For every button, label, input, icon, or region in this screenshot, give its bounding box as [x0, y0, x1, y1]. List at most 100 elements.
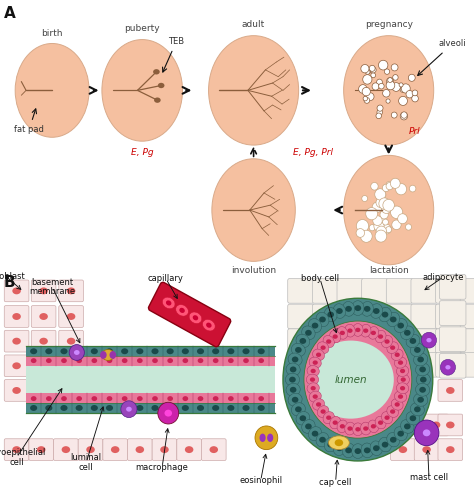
Ellipse shape [12, 287, 21, 294]
Ellipse shape [352, 301, 364, 316]
Ellipse shape [61, 396, 67, 401]
Text: capillary: capillary [148, 274, 184, 283]
Circle shape [392, 220, 401, 230]
Ellipse shape [91, 348, 98, 354]
Ellipse shape [387, 342, 399, 353]
Ellipse shape [182, 348, 189, 354]
Circle shape [388, 77, 392, 82]
FancyBboxPatch shape [438, 380, 463, 401]
Ellipse shape [390, 409, 395, 414]
Circle shape [371, 73, 375, 78]
FancyBboxPatch shape [312, 279, 339, 303]
Ellipse shape [137, 396, 143, 401]
Circle shape [381, 203, 392, 213]
Circle shape [386, 81, 395, 90]
Circle shape [376, 197, 386, 208]
Ellipse shape [328, 436, 349, 450]
FancyBboxPatch shape [59, 380, 83, 401]
Circle shape [373, 216, 382, 225]
Circle shape [412, 90, 418, 96]
Ellipse shape [166, 348, 173, 354]
Ellipse shape [31, 396, 36, 401]
Ellipse shape [304, 321, 412, 438]
Ellipse shape [414, 347, 421, 353]
Ellipse shape [12, 338, 21, 345]
FancyBboxPatch shape [337, 352, 364, 377]
Ellipse shape [285, 373, 300, 386]
Ellipse shape [12, 313, 21, 320]
Ellipse shape [137, 348, 143, 354]
Ellipse shape [91, 358, 97, 363]
Circle shape [376, 217, 385, 226]
Text: involution: involution [231, 266, 276, 275]
Ellipse shape [417, 356, 424, 362]
FancyBboxPatch shape [54, 439, 78, 460]
FancyBboxPatch shape [31, 306, 56, 327]
Ellipse shape [202, 319, 215, 331]
FancyBboxPatch shape [411, 304, 438, 329]
Ellipse shape [61, 348, 68, 354]
Circle shape [421, 332, 437, 348]
Text: fibroblast: fibroblast [0, 272, 26, 281]
FancyBboxPatch shape [31, 280, 56, 302]
Ellipse shape [136, 446, 144, 453]
Text: TEB: TEB [163, 37, 184, 72]
Ellipse shape [446, 422, 455, 428]
Ellipse shape [228, 396, 234, 401]
Ellipse shape [62, 446, 70, 453]
Ellipse shape [361, 324, 371, 337]
FancyBboxPatch shape [436, 304, 462, 329]
Circle shape [366, 93, 374, 101]
Ellipse shape [164, 410, 172, 417]
Ellipse shape [290, 387, 296, 393]
Ellipse shape [182, 396, 188, 401]
Ellipse shape [258, 396, 264, 401]
Ellipse shape [75, 348, 83, 354]
Circle shape [364, 98, 370, 104]
FancyBboxPatch shape [362, 329, 388, 353]
Ellipse shape [292, 356, 299, 362]
Ellipse shape [384, 339, 390, 344]
Circle shape [392, 83, 401, 91]
Ellipse shape [197, 405, 204, 411]
Ellipse shape [344, 155, 434, 265]
Text: birth: birth [41, 29, 63, 38]
Circle shape [372, 83, 379, 90]
Ellipse shape [371, 331, 376, 335]
Ellipse shape [347, 426, 353, 431]
Ellipse shape [107, 358, 112, 363]
Ellipse shape [364, 306, 371, 312]
Ellipse shape [330, 417, 341, 429]
Circle shape [386, 99, 390, 103]
Circle shape [377, 79, 383, 85]
Ellipse shape [166, 300, 172, 306]
Ellipse shape [167, 396, 173, 401]
Ellipse shape [193, 315, 198, 320]
FancyBboxPatch shape [438, 414, 463, 436]
FancyBboxPatch shape [59, 280, 83, 302]
Ellipse shape [379, 437, 392, 452]
Ellipse shape [355, 305, 361, 311]
Ellipse shape [373, 445, 380, 451]
FancyBboxPatch shape [439, 327, 466, 352]
Ellipse shape [333, 304, 346, 318]
FancyBboxPatch shape [386, 329, 413, 353]
Ellipse shape [242, 405, 249, 411]
Ellipse shape [394, 318, 407, 333]
Circle shape [366, 208, 378, 220]
FancyBboxPatch shape [152, 439, 177, 460]
Circle shape [380, 211, 388, 219]
Circle shape [362, 196, 368, 202]
Circle shape [405, 224, 411, 230]
Circle shape [356, 229, 365, 237]
FancyBboxPatch shape [436, 279, 462, 303]
Ellipse shape [324, 437, 337, 452]
Ellipse shape [121, 348, 128, 354]
Circle shape [377, 105, 383, 111]
Ellipse shape [158, 83, 164, 88]
Ellipse shape [446, 387, 455, 394]
Circle shape [412, 95, 419, 102]
Ellipse shape [416, 373, 430, 386]
Ellipse shape [160, 446, 169, 453]
FancyBboxPatch shape [4, 439, 29, 460]
